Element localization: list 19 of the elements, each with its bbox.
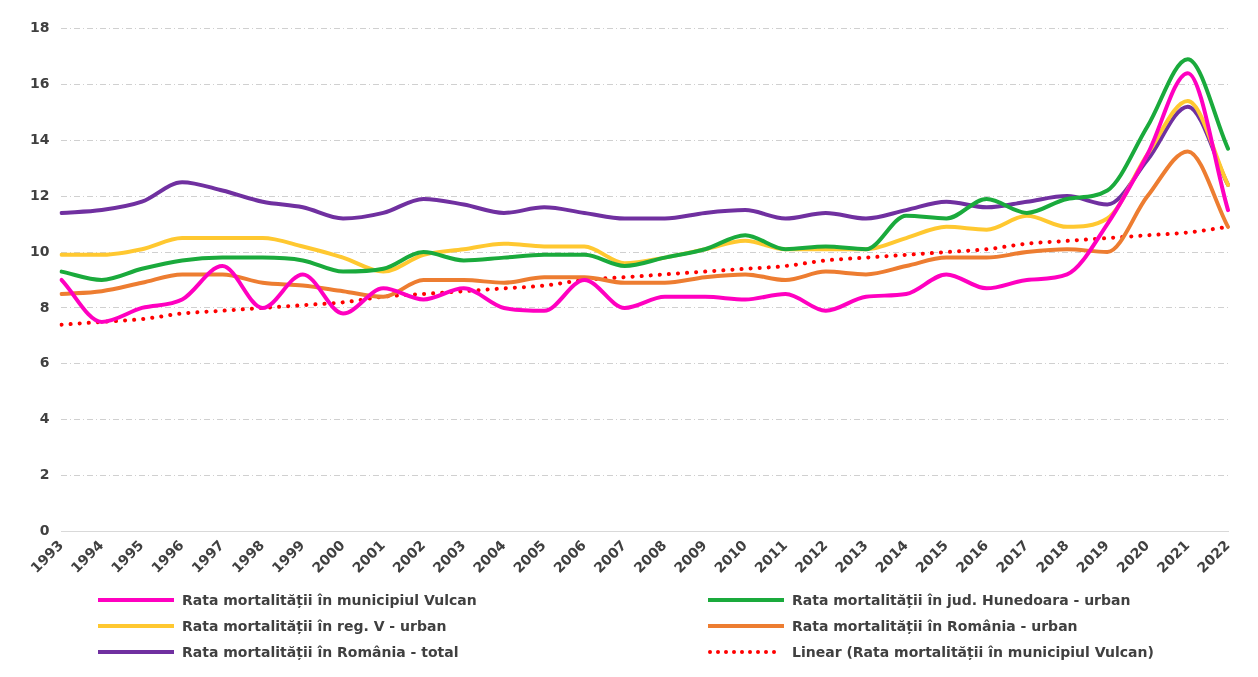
line-series xyxy=(59,149,1230,299)
y-tick-label: 0 xyxy=(39,522,50,539)
y-tick-label: 12 xyxy=(30,186,50,203)
legend-label: Rata mortalității în România - total xyxy=(182,644,459,660)
y-tick-label: 18 xyxy=(30,19,50,36)
legend-label: Rata mortalității în jud. Hunedoara - urban xyxy=(792,592,1131,608)
y-tick-label: 4 xyxy=(39,410,50,427)
legend-label: Rata mortalității în reg. V - urban xyxy=(182,618,447,634)
y-tick-label: 14 xyxy=(30,130,50,147)
legend-label: Rata mortalității în România - urban xyxy=(792,618,1078,634)
y-tick-label: 2 xyxy=(39,466,50,483)
y-tick-label: 6 xyxy=(39,354,50,371)
y-tick-label: 10 xyxy=(30,242,50,259)
y-tick-label: 8 xyxy=(39,298,50,315)
line-series xyxy=(59,71,1230,324)
legend-label: Rata mortalității în municipiul Vulcan xyxy=(182,592,477,608)
legend-label: Linear (Rata mortalității în municipiul Vulcan) xyxy=(792,644,1154,660)
y-tick-label: 16 xyxy=(30,74,50,91)
line-series xyxy=(59,57,1230,282)
